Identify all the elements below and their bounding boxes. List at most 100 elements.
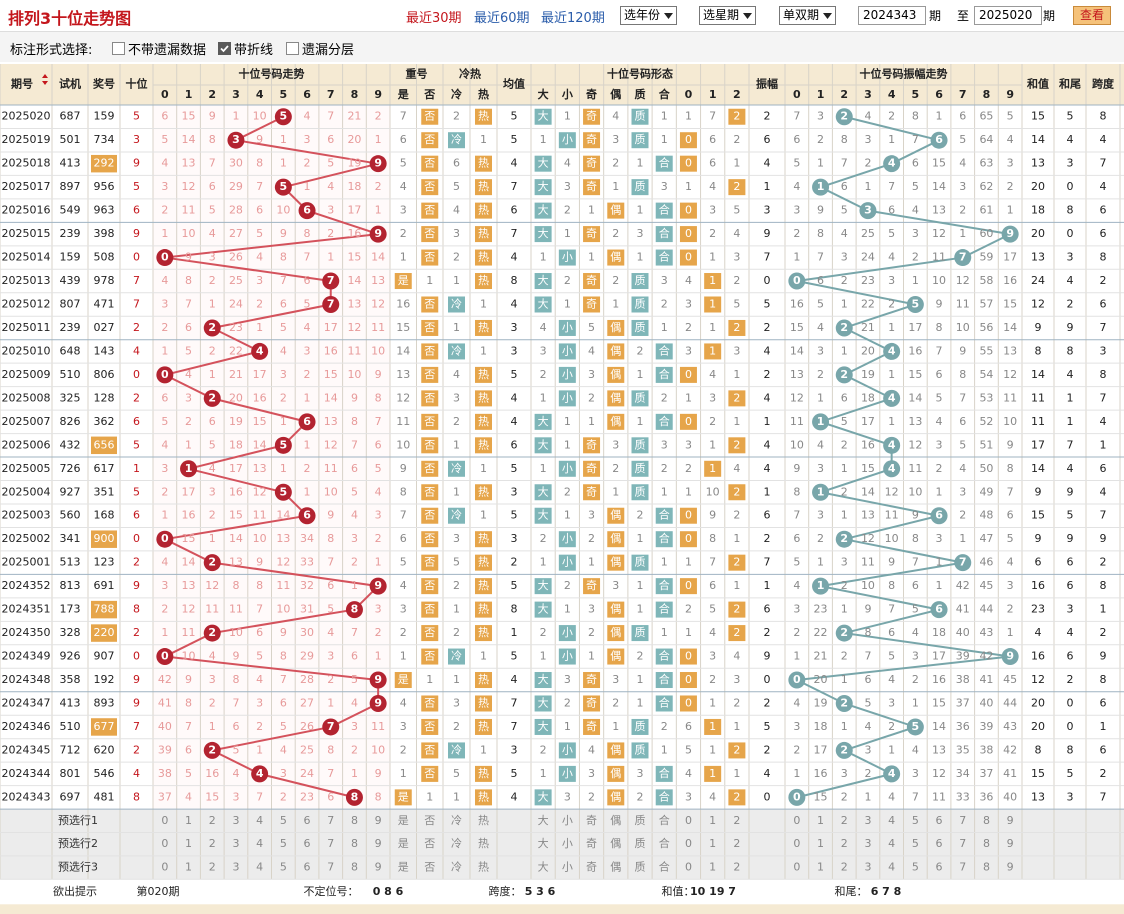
preselect-repeat[interactable]: 否: [424, 814, 435, 827]
preselect-amp[interactable]: 9: [1007, 814, 1014, 827]
preselect-shape[interactable]: 0: [685, 861, 692, 874]
preselect-shape[interactable]: 质: [635, 837, 646, 850]
preselect-digit[interactable]: 8: [351, 837, 358, 850]
preselect-amp[interactable]: 5: [912, 814, 919, 827]
preselect-amp[interactable]: 9: [1007, 837, 1014, 850]
link[interactable]: 最近60期: [474, 11, 530, 26]
preselect-shape[interactable]: 0: [685, 837, 692, 850]
preselect-digit[interactable]: 7: [327, 837, 334, 850]
preselect-digit[interactable]: 7: [327, 814, 334, 827]
preselect-shape[interactable]: 小: [562, 837, 573, 850]
preselect-digit[interactable]: 5: [280, 837, 287, 850]
preselect-repeat[interactable]: 是: [398, 814, 409, 827]
preselect-amp[interactable]: 7: [959, 814, 966, 827]
preselect-amp[interactable]: 7: [959, 861, 966, 874]
preselect-hotcold[interactable]: 冷: [451, 837, 462, 850]
option[interactable]: 带折线: [218, 39, 273, 58]
preselect-amp[interactable]: 5: [912, 861, 919, 874]
preselect-amp[interactable]: 7: [959, 837, 966, 850]
preselect-digit[interactable]: 9: [375, 814, 382, 827]
preselect-shape[interactable]: 1: [709, 814, 716, 827]
preselect-shape[interactable]: 奇: [586, 861, 597, 874]
preselect-amp[interactable]: 4: [888, 861, 895, 874]
preselect-amp[interactable]: 3: [864, 837, 871, 850]
checkbox[interactable]: [112, 42, 125, 55]
preselect-digit[interactable]: 6: [304, 814, 311, 827]
preselect-amp[interactable]: 5: [912, 837, 919, 850]
preselect-digit[interactable]: 4: [256, 861, 263, 874]
preselect-shape[interactable]: 合: [659, 813, 670, 827]
preselect-shape[interactable]: 1: [709, 837, 716, 850]
preselect-shape[interactable]: 奇: [586, 837, 597, 850]
preselect-amp[interactable]: 6: [936, 861, 943, 874]
preselect-digit[interactable]: 5: [280, 861, 287, 874]
preselect-digit[interactable]: 1: [185, 814, 192, 827]
preselect-shape[interactable]: 奇: [586, 814, 597, 827]
preselect-amp[interactable]: 3: [864, 814, 871, 827]
select[interactable]: 选年份: [620, 6, 678, 25]
preselect-amp[interactable]: 1: [817, 861, 824, 874]
query-button[interactable]: 查看: [1073, 6, 1112, 25]
preselect-digit[interactable]: 6: [304, 837, 311, 850]
link[interactable]: 最近30期: [406, 11, 462, 26]
preselect-amp[interactable]: 1: [817, 814, 824, 827]
preselect-shape[interactable]: 偶: [610, 861, 621, 874]
preselect-digit[interactable]: 7: [327, 861, 334, 874]
preselect-hotcold[interactable]: 热: [478, 837, 489, 850]
preselect-shape[interactable]: 2: [733, 814, 740, 827]
preselect-amp[interactable]: 8: [983, 861, 990, 874]
preselect-shape[interactable]: 大: [538, 860, 549, 874]
preselect-hotcold[interactable]: 热: [478, 814, 489, 827]
select[interactable]: 单双期: [779, 6, 837, 25]
preselect-digit[interactable]: 8: [351, 814, 358, 827]
preselect-amp[interactable]: 6: [936, 837, 943, 850]
preselect-amp[interactable]: 4: [888, 837, 895, 850]
preselect-repeat[interactable]: 是: [398, 837, 409, 850]
preselect-digit[interactable]: 5: [280, 814, 287, 827]
preselect-digit[interactable]: 3: [232, 861, 239, 874]
checkbox[interactable]: [218, 42, 231, 55]
preselect-digit[interactable]: 1: [185, 837, 192, 850]
preselect-digit[interactable]: 2: [209, 861, 216, 874]
preselect-shape[interactable]: 小: [562, 861, 573, 874]
preselect-repeat[interactable]: 否: [424, 861, 435, 874]
preselect-hotcold[interactable]: 冷: [451, 814, 462, 827]
preselect-digit[interactable]: 4: [256, 814, 263, 827]
preselect-shape[interactable]: 合: [659, 836, 670, 850]
preselect-digit[interactable]: 0: [161, 837, 168, 850]
preselect-digit[interactable]: 4: [256, 837, 263, 850]
preselect-amp[interactable]: 0: [793, 837, 800, 850]
preselect-shape[interactable]: 大: [538, 813, 549, 827]
preselect-repeat[interactable]: 否: [424, 837, 435, 850]
select[interactable]: 选星期: [699, 6, 757, 25]
preselect-amp[interactable]: 8: [983, 814, 990, 827]
preselect-digit[interactable]: 9: [375, 837, 382, 850]
preselect-digit[interactable]: 0: [161, 814, 168, 827]
preselect-shape[interactable]: 质: [635, 814, 646, 827]
preselect-shape[interactable]: 2: [733, 837, 740, 850]
preselect-amp[interactable]: 2: [841, 814, 848, 827]
preselect-digit[interactable]: 2: [209, 837, 216, 850]
preselect-digit[interactable]: 3: [232, 814, 239, 827]
preselect-shape[interactable]: 0: [685, 814, 692, 827]
preselect-digit[interactable]: 9: [375, 861, 382, 874]
option[interactable]: 不带遗漏数据: [112, 39, 206, 58]
preselect-shape[interactable]: 合: [659, 860, 670, 874]
preselect-amp[interactable]: 6: [936, 814, 943, 827]
preselect-hotcold[interactable]: 热: [478, 861, 489, 874]
preselect-digit[interactable]: 8: [351, 861, 358, 874]
checkbox[interactable]: [286, 42, 299, 55]
preselect-amp[interactable]: 1: [817, 837, 824, 850]
to-input[interactable]: 2025020: [974, 6, 1042, 25]
preselect-digit[interactable]: 3: [232, 837, 239, 850]
preselect-shape[interactable]: 小: [562, 814, 573, 827]
preselect-amp[interactable]: 8: [983, 837, 990, 850]
option[interactable]: 遗漏分层: [286, 39, 354, 58]
preselect-amp[interactable]: 2: [841, 837, 848, 850]
preselect-shape[interactable]: 大: [538, 836, 549, 850]
preselect-amp[interactable]: 3: [864, 861, 871, 874]
preselect-shape[interactable]: 1: [709, 861, 716, 874]
preselect-amp[interactable]: 0: [793, 814, 800, 827]
preselect-shape[interactable]: 2: [733, 861, 740, 874]
preselect-repeat[interactable]: 是: [398, 861, 409, 874]
